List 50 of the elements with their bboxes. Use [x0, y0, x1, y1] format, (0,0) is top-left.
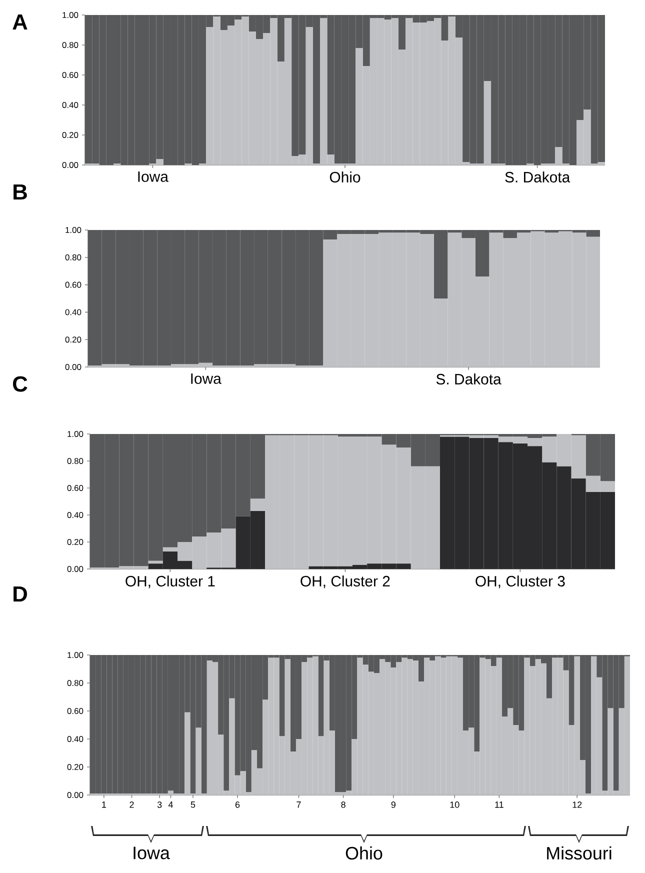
x-tick-label: 8	[341, 802, 346, 808]
y-tick-label: 0.80	[65, 254, 82, 260]
chart-title: C	[12, 376, 28, 392]
text: Ohio	[346, 846, 382, 860]
x-tick-label: 1	[102, 802, 106, 808]
y-tick-label: 0.20	[67, 764, 84, 770]
x-tick-label: 2	[130, 802, 134, 808]
y-tick-label: 1.00	[66, 227, 82, 233]
x-tick-label: 3	[157, 802, 162, 808]
y-tick-label: 0.60	[67, 485, 84, 491]
x-tick-label: OH, Cluster 3	[476, 576, 565, 588]
y-tick-label: 0.00	[67, 566, 84, 572]
y-tick-label: 0.80	[67, 458, 84, 464]
chart-title: B	[14, 184, 27, 200]
y-tick-label: 0.20	[65, 336, 82, 343]
x-tick-label: 5	[190, 802, 196, 808]
y-tick-label: 0.80	[67, 680, 84, 686]
chart-title: A	[12, 14, 28, 30]
x-tick-label: S. Dakota	[436, 374, 502, 384]
x-tick-label: 11	[495, 802, 504, 808]
x-tick-label: Iowa	[138, 172, 168, 182]
x-tick-label: 10	[450, 802, 460, 808]
x-tick-label: 6	[235, 802, 240, 808]
text: Missouri	[547, 846, 612, 860]
x-tick-label: 4	[168, 802, 173, 808]
y-tick-label: 1.00	[62, 12, 78, 18]
x-tick-label: Ohio	[330, 172, 360, 182]
y-tick-label: 0.00	[62, 162, 78, 168]
y-tick-label: 0.40	[67, 736, 84, 742]
y-tick-label: 0.60	[65, 282, 82, 288]
y-tick-label: 1.00	[68, 431, 84, 437]
y-tick-label: 0.00	[65, 364, 82, 370]
chart-title: D	[14, 586, 27, 602]
y-tick-label: 0.40	[65, 309, 82, 316]
y-tick-label: 0.40	[62, 102, 78, 108]
x-tick-label: OH, Cluster 2	[300, 576, 390, 588]
y-tick-label: 1.00	[68, 652, 84, 658]
x-tick-label: OH, Cluster 1	[126, 576, 215, 588]
y-tick-label: 0.40	[67, 512, 84, 518]
y-tick-label: 0.80	[62, 42, 78, 48]
x-tick-label: 9	[391, 802, 396, 808]
y-tick-label: 0.60	[67, 708, 84, 714]
y-tick-label: 0.20	[67, 539, 84, 545]
text: Iowa	[134, 846, 170, 860]
y-tick-label: 0.00	[67, 792, 84, 798]
x-tick-label: 12	[572, 802, 582, 808]
x-tick-label: 7	[296, 802, 301, 808]
y-tick-label: 0.60	[62, 72, 78, 78]
y-tick-label: 0.20	[62, 132, 78, 138]
x-tick-label: S. Dakota	[505, 172, 570, 182]
